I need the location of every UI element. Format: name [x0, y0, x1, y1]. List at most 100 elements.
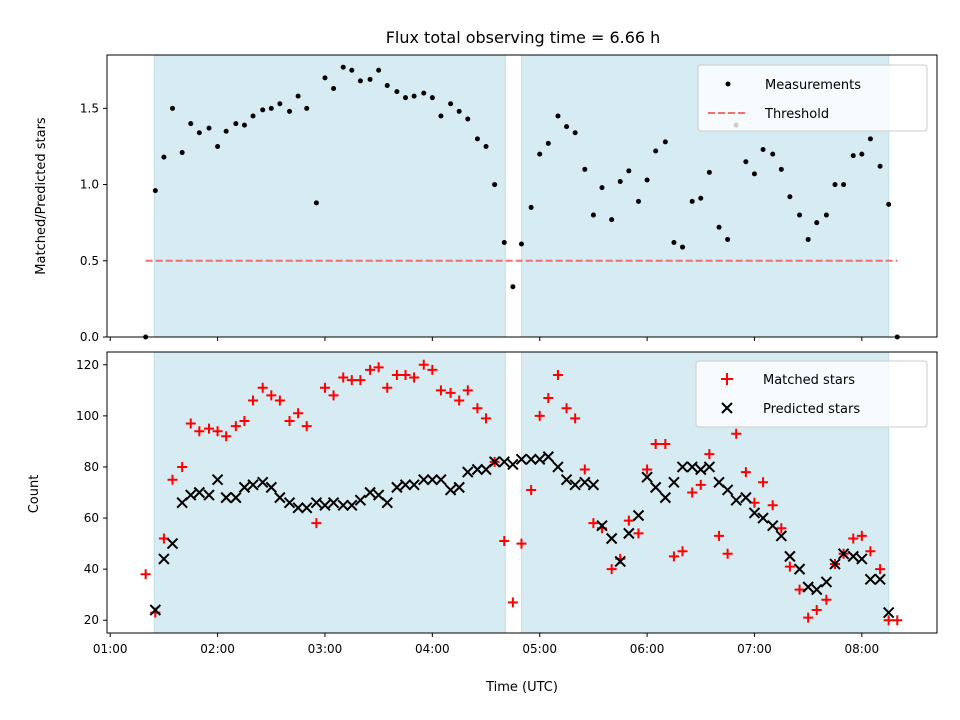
matched-star-point — [499, 536, 510, 547]
measurement-point — [743, 159, 749, 165]
x-tick-label: 04:00 — [415, 642, 450, 656]
measurement-point — [179, 150, 185, 156]
measurement-point — [859, 151, 865, 157]
measurement-point — [518, 241, 524, 247]
y-tick-label: 1.5 — [80, 101, 99, 115]
predicted-star-point — [327, 497, 340, 509]
predicted-star-point — [686, 461, 698, 473]
y-tick-label: 120 — [76, 358, 99, 372]
predicted-star-point — [703, 461, 716, 473]
measurement-point — [706, 169, 712, 175]
measurement-point — [340, 64, 346, 70]
matched-star-point — [856, 530, 867, 541]
matched-star-point — [633, 528, 644, 539]
predicted-star-point — [579, 476, 591, 488]
measurement-point — [787, 194, 793, 200]
matched-star-point — [328, 390, 339, 401]
measurement-point — [287, 108, 293, 114]
predicted-star-point — [525, 453, 537, 465]
matched-star-point — [338, 372, 349, 383]
predicted-star-point — [641, 471, 653, 483]
measurement-point — [456, 108, 462, 114]
measurement-point — [367, 76, 373, 82]
matched-star-point — [677, 546, 688, 557]
measurement-point — [662, 139, 668, 145]
predicted-star-point — [856, 553, 868, 565]
matched-star-point — [865, 546, 876, 557]
measurement-point — [474, 136, 480, 142]
matched-star-point — [382, 382, 393, 393]
matched-star-point — [803, 612, 814, 623]
measurement-point — [421, 90, 427, 96]
legend-matched-marker — [721, 373, 733, 385]
matched-star-point — [481, 413, 492, 424]
measurement-point — [501, 239, 507, 245]
measurement-point — [867, 136, 873, 142]
matched-star-point — [445, 387, 456, 398]
y-tick-label: 60 — [84, 511, 99, 525]
matched-star-point — [293, 408, 304, 419]
predicted-star-point — [811, 583, 823, 596]
predicted-stars-points — [149, 451, 895, 619]
predicted-star-point — [274, 491, 286, 504]
predicted-star-point — [301, 502, 313, 514]
measurement-point — [725, 236, 731, 242]
bottom-plot-frame — [106, 351, 938, 634]
measurement-point — [357, 78, 363, 84]
top-plot-frame — [106, 54, 938, 338]
measurement-point — [268, 105, 274, 111]
measurement-points — [143, 64, 900, 340]
predicted-star-point — [158, 553, 170, 565]
x-tick-label: 03:00 — [308, 642, 343, 656]
matched-star-point — [561, 403, 572, 414]
matched-star-point — [239, 415, 250, 426]
measurement-point — [599, 185, 605, 191]
observing-interval-1 — [153, 54, 506, 338]
matched-star-point — [365, 364, 376, 375]
matched-star-point — [579, 464, 590, 475]
predicted-star-point — [211, 474, 224, 486]
measurement-point — [626, 168, 632, 174]
matched-star-point — [516, 538, 527, 549]
predicted-star-point — [337, 499, 349, 511]
matched-star-point — [454, 395, 465, 406]
measurement-point — [233, 121, 239, 127]
y-tick-label: 100 — [76, 409, 99, 423]
measurement-point — [152, 188, 158, 194]
predicted-star-point — [283, 497, 296, 509]
measurement-point — [832, 182, 838, 188]
predicted-star-point — [864, 573, 877, 586]
predicted-star-point — [426, 474, 439, 486]
matched-star-point — [714, 530, 725, 541]
measurement-point — [394, 89, 400, 95]
matched-star-point — [462, 385, 473, 396]
matched-star-point — [301, 421, 312, 432]
matched-star-point — [409, 372, 420, 383]
matched-star-point — [266, 390, 277, 401]
matched-star-point — [435, 385, 446, 396]
matched-star-point — [704, 449, 715, 460]
matched-star-point — [418, 359, 429, 370]
predicted-star-point — [515, 453, 528, 465]
predicted-star-point — [346, 499, 358, 511]
measurement-point — [277, 101, 283, 107]
measurement-point — [644, 177, 650, 183]
matched-star-point — [355, 375, 366, 386]
predicted-star-point — [847, 550, 859, 563]
measurement-point — [223, 128, 229, 134]
y-tick-label: 1.0 — [80, 178, 99, 192]
predicted-star-point — [793, 563, 806, 575]
predicted-star-point — [391, 481, 403, 494]
matched-star-point — [167, 474, 178, 485]
measurement-point — [206, 125, 212, 131]
predicted-star-point — [256, 476, 269, 488]
top-y-axis-label: Matched/Predicted stars — [34, 117, 49, 275]
measurement-point — [528, 204, 534, 210]
measurement-point — [331, 86, 337, 92]
measurement-point — [510, 284, 516, 290]
measurement-point — [215, 143, 221, 149]
measurement-point — [295, 93, 301, 99]
predicted-star-point — [605, 532, 618, 545]
y-tick-label: 0.0 — [80, 330, 99, 344]
predicted-star-point — [471, 463, 484, 476]
